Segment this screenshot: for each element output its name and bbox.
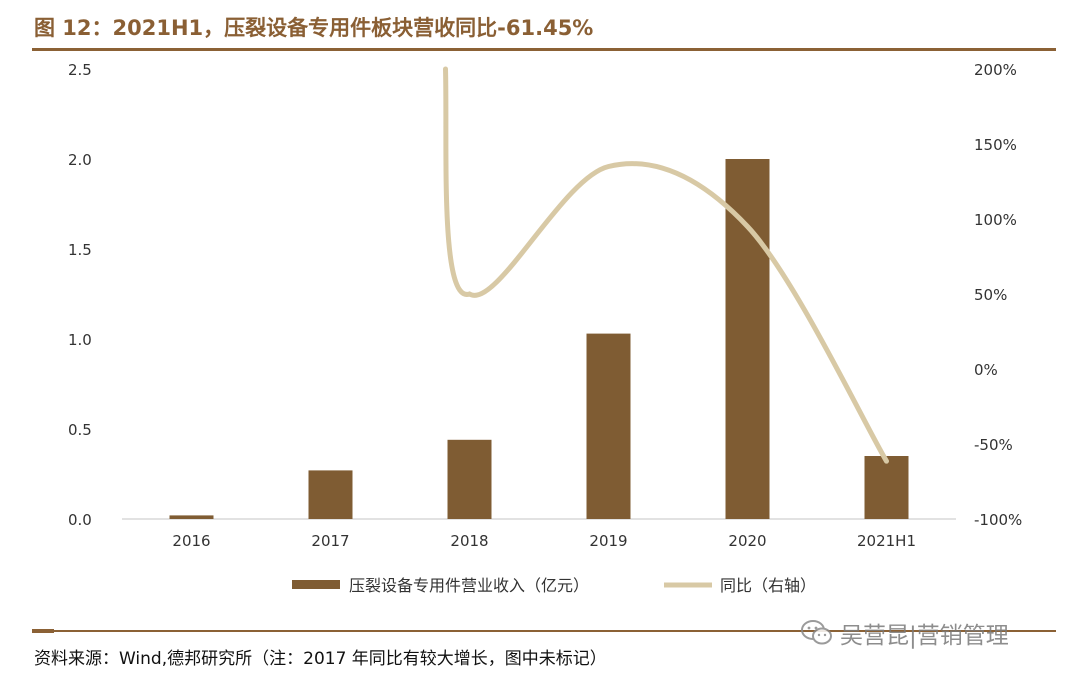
x-tick-label: 2019 xyxy=(589,532,627,550)
legend-label-line: 同比（右轴） xyxy=(720,576,816,595)
right-axis-ticks: -100% -50% 0% 50% 100% 150% 200% xyxy=(974,61,1022,529)
right-tick-label: -50% xyxy=(974,436,1013,454)
bar-2016 xyxy=(169,515,214,519)
bar-2017 xyxy=(308,470,353,519)
right-tick-label: 150% xyxy=(974,136,1017,154)
x-axis-ticks: 2016 2017 2018 2019 2020 2021H1 xyxy=(172,532,916,550)
left-tick-label: 0.5 xyxy=(68,421,92,439)
right-tick-label: 0% xyxy=(974,361,998,379)
left-tick-label: 0.0 xyxy=(68,511,92,529)
right-tick-label: 100% xyxy=(974,211,1017,229)
source-note: 资料来源：Wind,德邦研究所（注：2017 年同比有较大增长，图中未标记） xyxy=(34,649,607,669)
chart: 0.0 0.5 1.0 1.5 2.0 2.5 -100% -50% 0% 50% 100% 150… xyxy=(68,61,1022,595)
footer-divider xyxy=(32,630,1056,632)
x-tick-label: 2016 xyxy=(172,532,210,550)
left-tick-label: 1.0 xyxy=(68,331,92,349)
bar-2021H1 xyxy=(864,456,909,519)
left-axis-ticks: 0.0 0.5 1.0 1.5 2.0 2.5 xyxy=(68,61,92,529)
legend-label-bar: 压裂设备专用件营业收入（亿元） xyxy=(349,576,589,595)
legend: 压裂设备专用件营业收入（亿元） 同比（右轴） xyxy=(292,576,816,595)
right-tick-label: -100% xyxy=(974,511,1022,529)
legend-swatch-bar xyxy=(292,580,340,589)
right-tick-label: 200% xyxy=(974,61,1017,79)
watermark-text: 吴营昆|营销管理 xyxy=(840,623,1009,649)
bar-2018 xyxy=(447,439,492,519)
yoy-line-series xyxy=(443,66,889,464)
chart-title: 图 12：2021H1，压裂设备专用件板块营收同比-61.45% xyxy=(34,16,594,40)
right-tick-label: 50% xyxy=(974,286,1007,304)
x-tick-label: 2021H1 xyxy=(857,532,916,550)
wechat-icon xyxy=(801,620,832,645)
bar-2019 xyxy=(586,333,631,519)
bar-series xyxy=(169,159,909,519)
left-tick-label: 1.5 xyxy=(68,241,92,259)
title-divider xyxy=(32,48,1056,51)
watermark: 吴营昆|营销管理 xyxy=(800,616,1009,650)
left-tick-label: 2.5 xyxy=(68,61,92,79)
left-tick-label: 2.0 xyxy=(68,151,92,169)
x-tick-label: 2018 xyxy=(450,532,488,550)
x-tick-label: 2020 xyxy=(728,532,766,550)
x-tick-label: 2017 xyxy=(311,532,349,550)
bar-2020 xyxy=(725,159,770,519)
